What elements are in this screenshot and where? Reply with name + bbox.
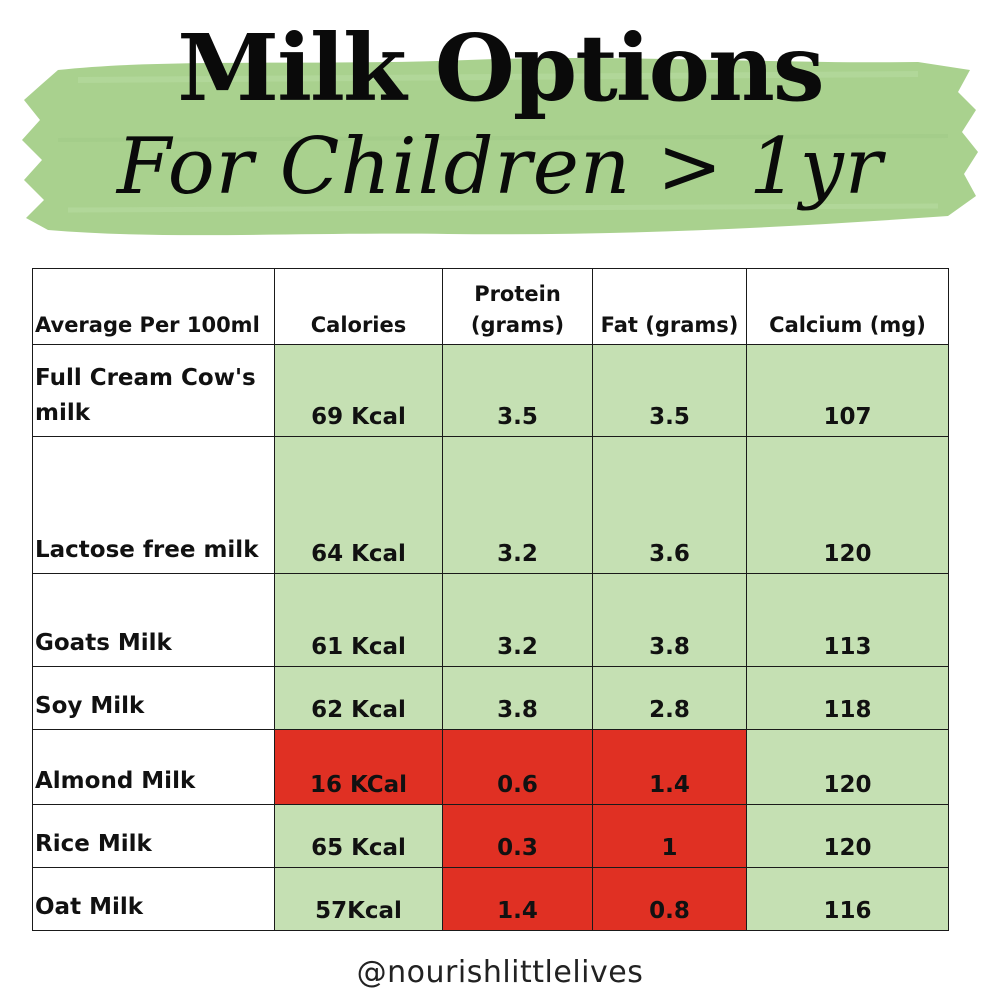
calories-cell: 64 Kcal (274, 436, 443, 574)
page-title: Milk Options (177, 14, 824, 122)
calcium-cell: 113 (746, 573, 949, 667)
calories-cell: 65 Kcal (274, 804, 443, 868)
protein-cell: 0.6 (442, 729, 593, 805)
table-row: Rice Milk 65 Kcal 0.3 1 120 (32, 804, 949, 868)
header-cell: Fat (grams) (592, 268, 747, 345)
milk-name-cell: Rice Milk (32, 804, 275, 868)
table-row: Oat Milk 57Kcal 1.4 0.8 116 (32, 867, 949, 931)
header-cell: Calcium (mg) (746, 268, 949, 345)
table-row: Soy Milk 62 Kcal 3.8 2.8 118 (32, 666, 949, 730)
calcium-cell: 107 (746, 344, 949, 437)
fat-cell: 1.4 (592, 729, 747, 805)
social-handle: @nourishlittlelives (356, 955, 644, 990)
protein-cell: 1.4 (442, 867, 593, 931)
milk-name-cell: Lactose free milk (32, 436, 275, 574)
fat-cell: 2.8 (592, 666, 747, 730)
milk-name-cell: Goats Milk (32, 573, 275, 667)
fat-cell: 3.8 (592, 573, 747, 667)
milk-name-cell: Almond Milk (32, 729, 275, 805)
calcium-cell: 120 (746, 804, 949, 868)
protein-cell: 3.2 (442, 436, 593, 574)
protein-cell: 3.5 (442, 344, 593, 437)
calories-cell: 62 Kcal (274, 666, 443, 730)
milk-name-cell: Full Cream Cow's milk (32, 344, 275, 437)
header-cell: Calories (274, 268, 443, 345)
table-row: Goats Milk 61 Kcal 3.2 3.8 113 (32, 573, 949, 667)
table-row: Lactose free milk 64 Kcal 3.2 3.6 120 (32, 436, 949, 574)
calcium-cell: 120 (746, 436, 949, 574)
fat-cell: 0.8 (592, 867, 747, 931)
header-cell: Average Per 100ml (32, 268, 275, 345)
calories-cell: 61 Kcal (274, 573, 443, 667)
fat-cell: 3.6 (592, 436, 747, 574)
calcium-cell: 116 (746, 867, 949, 931)
page-subtitle: For Children > 1yr (116, 122, 884, 212)
table-header-row: Average Per 100ml Calories Protein (gram… (32, 268, 949, 345)
table-row: Almond Milk 16 KCal 0.6 1.4 120 (32, 729, 949, 805)
table-row: Full Cream Cow's milk 69 Kcal 3.5 3.5 10… (32, 344, 949, 437)
milk-name-cell: Soy Milk (32, 666, 275, 730)
protein-cell: 3.8 (442, 666, 593, 730)
calories-cell: 16 KCal (274, 729, 443, 805)
calories-cell: 69 Kcal (274, 344, 443, 437)
fat-cell: 1 (592, 804, 747, 868)
protein-cell: 3.2 (442, 573, 593, 667)
protein-cell: 0.3 (442, 804, 593, 868)
calories-cell: 57Kcal (274, 867, 443, 931)
green-brush-stroke (22, 58, 978, 236)
calcium-cell: 120 (746, 729, 949, 805)
calcium-cell: 118 (746, 666, 949, 730)
milk-comparison-table: Average Per 100ml Calories Protein (gram… (32, 268, 949, 931)
milk-name-cell: Oat Milk (32, 867, 275, 931)
header-cell: Protein (grams) (442, 268, 593, 345)
fat-cell: 3.5 (592, 344, 747, 437)
